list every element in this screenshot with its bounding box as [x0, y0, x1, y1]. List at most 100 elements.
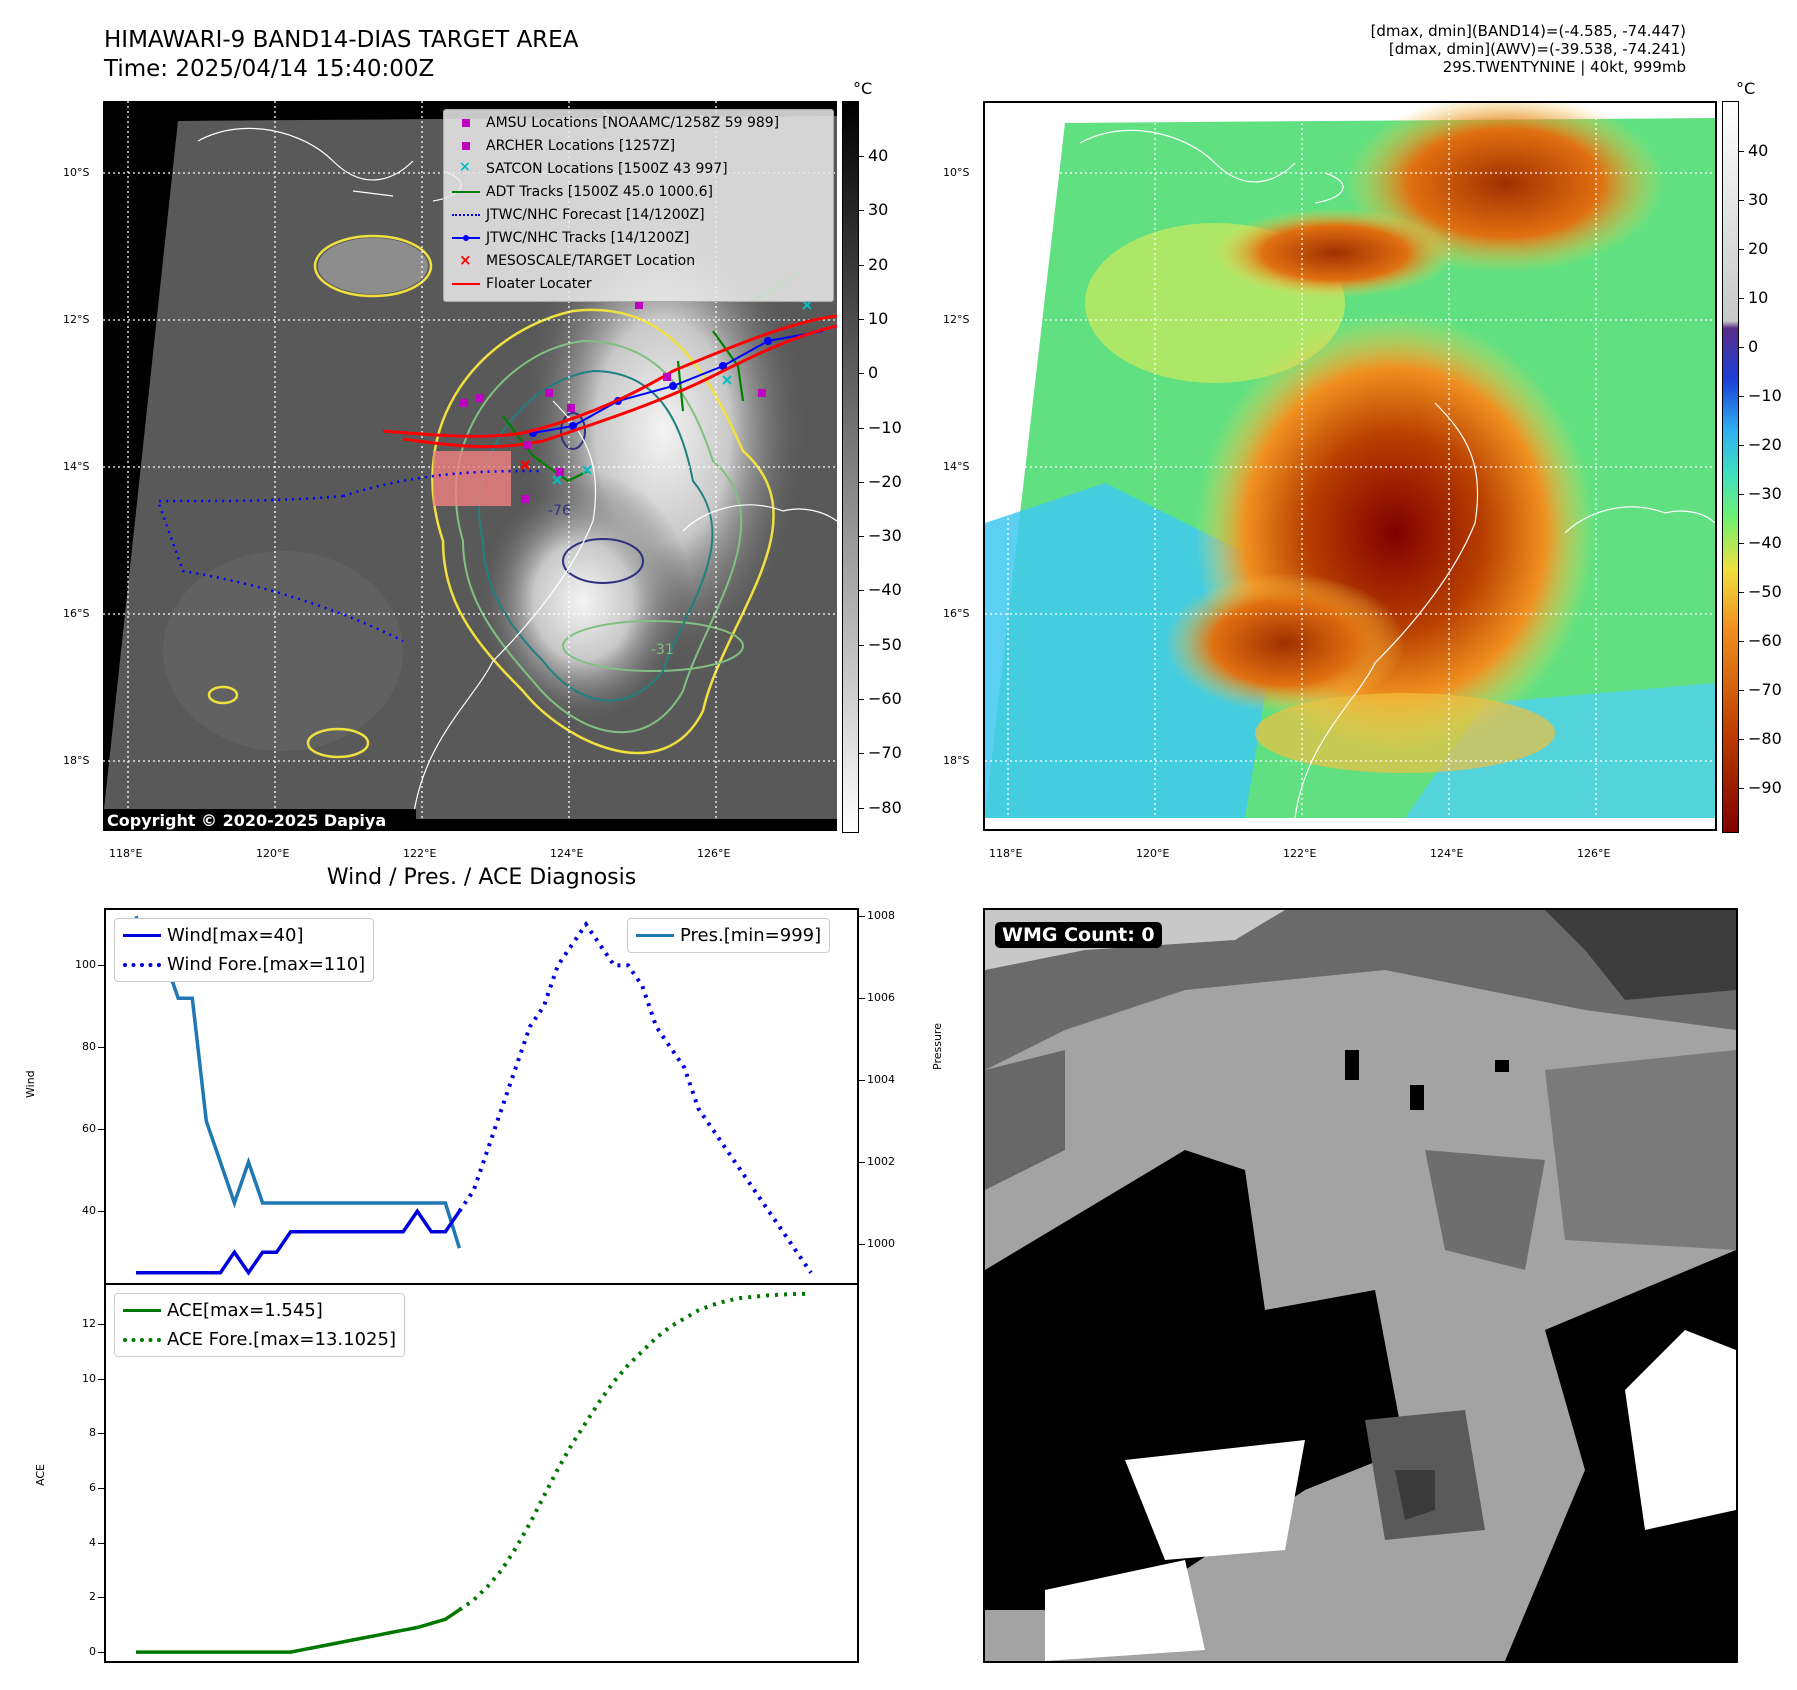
axis-tick-label: 100 — [75, 958, 96, 972]
colorbar-tick-label: −40 — [1748, 533, 1782, 552]
ace-chart — [136, 1291, 811, 1654]
lat-label: 12°S — [943, 313, 970, 326]
axis-tick-mark — [859, 1244, 865, 1246]
colorbar-tick-label: −40 — [868, 580, 902, 600]
colorbar-tick-mark — [1739, 788, 1744, 789]
colorbar-tick-mark — [1739, 641, 1744, 642]
lon-label: 118°E — [109, 847, 143, 860]
colorbar-tick-label: −60 — [868, 689, 902, 708]
wmg-count-badge: WMG Count: 0 — [995, 922, 1162, 948]
colorbar-tick-label: −80 — [1748, 729, 1782, 748]
line-icon — [117, 921, 167, 950]
axis-tick-label: 6 — [89, 1481, 96, 1495]
colorbar-tick-label: 30 — [1748, 190, 1769, 209]
dotted-line-icon — [446, 203, 486, 226]
square-icon — [446, 134, 486, 157]
colorbar-tick-mark — [1739, 151, 1744, 152]
colorbar-tick-mark — [859, 644, 864, 646]
colorbar-tick-label: 10 — [868, 308, 889, 328]
wind-legend: Wind[max=40] Wind Fore.[max=110] — [114, 918, 375, 982]
colorbar-tick-mark — [1739, 543, 1744, 544]
axis-tick-label: 8 — [89, 1426, 96, 1440]
colorbar-tick-label: 30 — [868, 200, 889, 220]
stats-line2: [dmax, dmin](AWV)=(-39.538, -74.241) — [1388, 40, 1686, 58]
colorbar-tick-label: 20 — [1748, 239, 1769, 258]
axis-tick-label: 12 — [82, 1317, 96, 1330]
axis-tick-label: 10 — [82, 1371, 96, 1385]
axis-tick-mark — [98, 1542, 104, 1544]
axis-tick-mark — [859, 1080, 865, 1082]
line-icon — [446, 272, 486, 295]
storm-info: 29S.TWENTYNINE | 40kt, 999mb — [1442, 58, 1686, 76]
colorbar-tick-label: −30 — [1748, 484, 1782, 503]
stats-line1: [dmax, dmin](BAND14)=(-4.585, -74.447) — [1370, 22, 1686, 40]
colorbar-tick-mark — [1739, 347, 1744, 348]
axis-tick-mark — [98, 1652, 104, 1654]
colorbar-unit: °C — [1736, 79, 1756, 98]
colorbar-tick-label: 40 — [868, 146, 889, 165]
lat-label: 18°S — [943, 754, 970, 767]
colorbar-tick-label: −90 — [1748, 778, 1782, 797]
axis-tick-mark — [98, 1324, 104, 1325]
colorbar-tick-label: −50 — [868, 634, 902, 654]
pressure-legend: Pres.[min=999] — [627, 918, 831, 953]
axis-tick-mark — [859, 998, 865, 1000]
lat-label: 18°S — [63, 754, 90, 767]
axis-tick-mark — [98, 965, 104, 967]
lon-label: 124°E — [1430, 847, 1464, 860]
ace-line — [136, 1608, 461, 1654]
lat-label: 16°S — [943, 607, 970, 620]
colorbar-tick-mark — [1739, 298, 1744, 299]
axis-tick-mark — [98, 1378, 104, 1380]
colorbar-tick-label: −20 — [1748, 435, 1782, 454]
colorbar-tick-label: 10 — [1748, 288, 1769, 307]
legend-item-target: × MESOSCALE/TARGET Location — [446, 249, 831, 272]
axis-tick-label: 2 — [89, 1590, 96, 1604]
colorbar-tick-label: 40 — [1748, 141, 1769, 160]
lon-label: 122°E — [403, 847, 437, 860]
diagnosis-title: Wind / Pres. / ACE Diagnosis — [326, 865, 637, 890]
lat-label: 16°S — [63, 607, 90, 620]
legend-item-ace-fore: ACE Fore.[max=13.1025] — [117, 1325, 396, 1354]
axis-tick-mark — [98, 1047, 104, 1049]
legend-item-amsu: AMSU Locations [NOAAMC/1258Z 59 989] — [446, 111, 831, 134]
dotted-line-icon — [117, 950, 167, 979]
legend-item-pressure: Pres.[min=999] — [630, 921, 821, 950]
colorbar-tick-label: −10 — [868, 417, 902, 437]
colorbar-tick-mark — [859, 590, 864, 592]
lon-label: 126°E — [1577, 847, 1611, 860]
axis-tick-mark — [98, 1597, 104, 1599]
awv-colorbar — [1722, 101, 1739, 833]
legend-item-forecast: JTWC/NHC Forecast [14/1200Z] — [446, 203, 831, 226]
colorbar-tick-label: −30 — [868, 526, 902, 546]
awv-map — [985, 103, 1715, 819]
pressure-ylabel: Pressure — [931, 1023, 944, 1070]
legend-item-wind: Wind[max=40] — [117, 921, 365, 950]
colorbar-tick-mark — [859, 318, 864, 320]
wind-ylabel: Wind — [24, 1070, 37, 1098]
pressure-line — [134, 915, 462, 1249]
contour-label: -76 — [548, 503, 571, 519]
colorbar-tick-mark — [859, 427, 864, 429]
colorbar-tick-mark — [859, 210, 864, 212]
colorbar-tick-label: −70 — [1748, 680, 1782, 699]
colorbar-tick-mark — [1739, 592, 1744, 593]
colorbar-tick-mark — [859, 156, 864, 157]
colorbar-tick-mark — [859, 373, 864, 375]
lon-label: 118°E — [989, 847, 1023, 860]
lat-label: 10°S — [63, 166, 90, 179]
lat-label: 14°S — [63, 460, 90, 473]
axis-tick-label: 1004 — [867, 1073, 895, 1087]
legend-item-satcon: × SATCON Locations [1500Z 43 997] — [446, 157, 831, 180]
colorbar-tick-mark — [859, 264, 864, 266]
line-icon — [117, 1296, 167, 1325]
wmg-image — [985, 910, 1736, 1661]
colorbar-tick-mark — [1739, 690, 1744, 691]
lat-label: 10°S — [943, 166, 970, 179]
ace-ylabel: ACE — [34, 1464, 47, 1486]
line-icon — [446, 180, 486, 203]
axis-tick-label: 40 — [82, 1204, 96, 1218]
axis-tick-mark — [98, 1488, 104, 1490]
colorbar-tick-label: −50 — [1748, 582, 1782, 601]
map-legend: AMSU Locations [NOAAMC/1258Z 59 989] ARC… — [443, 109, 834, 302]
